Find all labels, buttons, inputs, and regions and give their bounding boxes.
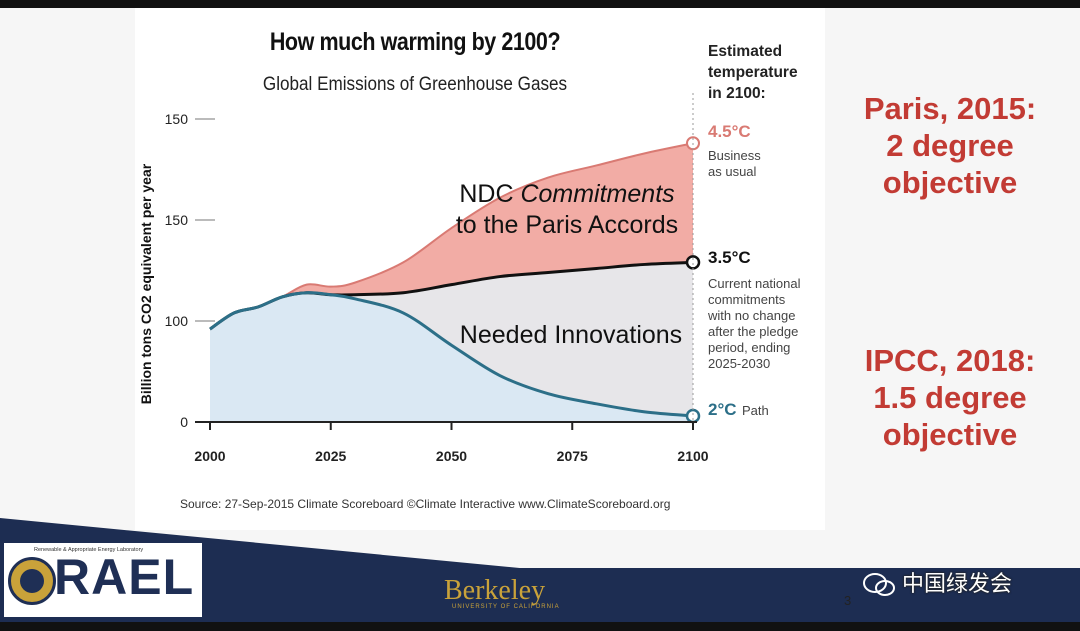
ipcc-note: IPCC, 2018: 1.5 degree objective: [864, 343, 1036, 452]
innovations-annotation: Needed Innovations: [459, 321, 683, 349]
y-tick-label: 150: [165, 111, 189, 127]
path-series-line: [209, 291, 694, 418]
bau-area: [210, 143, 693, 330]
y-tick-label: 100: [165, 313, 189, 329]
x-tick-label: 2025: [315, 448, 346, 464]
page-number: 3: [844, 593, 852, 608]
end-desc-2c: Path: [742, 403, 769, 418]
rael-subtitle: Renewable & Appropriate Energy Laborator…: [34, 547, 144, 553]
end-label-2c: 2°C: [708, 400, 737, 419]
ndc-italic: Commitments: [520, 180, 675, 208]
emissions-chart: 0 100 150 150 2000 2025 2050 2075 2100: [165, 93, 709, 464]
watermark-text: 中国绿发会: [902, 571, 1013, 596]
rael-wordmark: RAEL: [54, 549, 195, 605]
source-note: Source: 27-Sep-2015 Climate Scoreboard ©…: [180, 497, 671, 511]
end-desc-bau: Business as usual: [708, 148, 761, 179]
wechat-icon: [863, 573, 895, 597]
estimated-temperature-heading: Estimated temperature in 2100:: [708, 43, 798, 102]
uc-seal-icon: [8, 557, 56, 605]
paris-note: Paris, 2015: 2 degree objective: [863, 91, 1037, 200]
gap-area: [210, 262, 693, 416]
slide: How much warming by 2100? Global Emissio…: [0, 8, 1080, 622]
y-tick-label: 0: [180, 414, 188, 430]
ndc-annotation: NDC Commitments to the Paris Accords: [432, 179, 702, 241]
end-desc-current: Current national commitments with no cha…: [708, 276, 801, 371]
chart-title: How much warming by 2100?: [269, 28, 561, 56]
path-end-marker: [685, 408, 701, 424]
ndc-line2: to the Paris Accords: [455, 211, 679, 239]
ndc-prefix: NDC: [459, 180, 521, 208]
end-label-bau: 4.5°C: [708, 122, 751, 141]
end-label-current: 3.5°C: [708, 248, 751, 267]
chart-subtitle: Global Emissions of Greenhouse Gases: [262, 74, 568, 95]
x-tick-label: 2000: [194, 448, 225, 464]
x-tick-label: 2050: [436, 448, 467, 464]
path-area: [210, 292, 693, 422]
y-tick-label: 150: [165, 212, 189, 228]
rael-logo: Renewable & Appropriate Energy Laborator…: [4, 543, 202, 617]
berkeley-logo: Berkeley: [444, 575, 546, 606]
watermark: 中国绿发会: [862, 566, 1012, 598]
x-tick-label: 2075: [557, 448, 588, 464]
berkeley-subtitle: UNIVERSITY OF CALIFORNIA: [452, 604, 560, 610]
x-tick-label: 2100: [677, 448, 708, 464]
